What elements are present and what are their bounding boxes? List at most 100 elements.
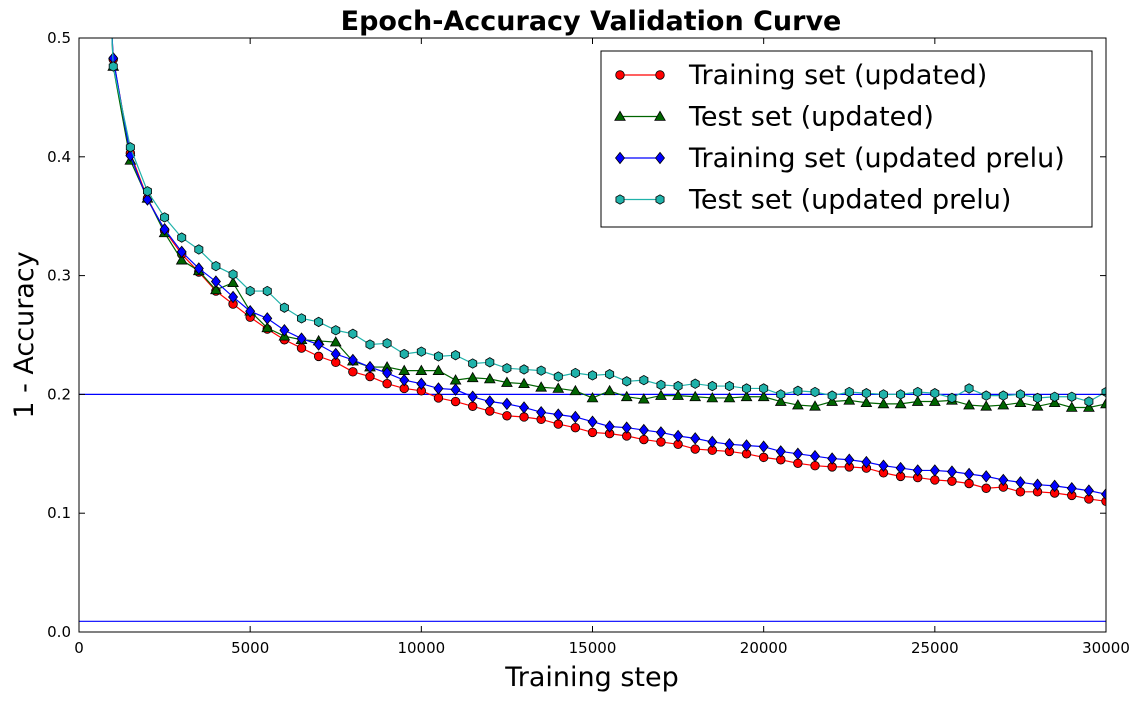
data-point — [930, 475, 940, 485]
data-point — [570, 367, 580, 379]
data-point — [981, 390, 991, 401]
data-point — [483, 372, 496, 384]
data-point — [758, 452, 769, 463]
legend-entry: Test set (updated prelu) — [615, 185, 1011, 216]
data-point — [690, 432, 701, 445]
data-point — [348, 367, 358, 377]
data-point — [963, 399, 975, 410]
data-point — [1032, 478, 1043, 491]
data-point — [844, 453, 855, 466]
data-point — [792, 447, 803, 461]
data-point — [245, 285, 255, 297]
data-point — [878, 459, 889, 472]
data-point — [860, 396, 873, 408]
y-tick-label: 0.1 — [47, 504, 71, 522]
data-point — [519, 401, 530, 414]
data-point — [467, 401, 478, 411]
data-point — [655, 426, 666, 439]
data-point — [1065, 401, 1078, 412]
data-point — [587, 427, 598, 438]
data-point — [586, 391, 599, 403]
data-point — [843, 394, 856, 405]
data-point — [519, 364, 529, 375]
data-point — [913, 386, 923, 398]
data-point — [964, 478, 974, 489]
data-point — [193, 262, 204, 275]
data-point — [587, 415, 598, 428]
data-point — [433, 382, 444, 395]
y-axis-label: 1 - Accuracy — [9, 251, 40, 418]
data-point — [210, 275, 221, 288]
data-point — [655, 389, 667, 400]
series-2 — [107, 38, 1106, 412]
data-point — [639, 434, 649, 445]
x-tick-label: 25000 — [911, 639, 959, 657]
data-point — [262, 285, 272, 297]
data-point — [844, 386, 854, 398]
legend-marker — [655, 194, 665, 205]
data-point — [1015, 476, 1026, 489]
data-point — [519, 412, 529, 422]
data-point — [194, 244, 204, 255]
data-point — [724, 438, 735, 451]
legend-marker — [614, 110, 626, 121]
data-point — [774, 395, 787, 406]
data-point — [501, 397, 512, 411]
data-point — [861, 388, 871, 399]
data-point — [603, 384, 616, 396]
data-point — [569, 384, 582, 396]
data-point — [331, 325, 341, 336]
data-point — [347, 353, 358, 367]
series-3 — [108, 38, 1106, 501]
data-point — [502, 411, 512, 421]
legend-marker — [615, 151, 625, 165]
data-point — [365, 371, 375, 382]
data-point — [964, 467, 975, 481]
x-tick-label: 0 — [74, 639, 84, 657]
data-point — [279, 324, 290, 337]
data-point — [382, 379, 392, 389]
data-point — [775, 445, 786, 458]
y-tick-label: 0.4 — [47, 148, 71, 166]
data-point — [1101, 487, 1106, 501]
data-point — [1049, 479, 1060, 493]
data-point — [690, 444, 700, 454]
data-point — [656, 379, 666, 391]
data-point — [930, 388, 940, 399]
legend-marker — [615, 194, 625, 205]
data-point — [365, 339, 375, 350]
data-point — [929, 464, 940, 477]
data-point — [416, 377, 427, 390]
data-point — [570, 422, 581, 433]
data-point — [1050, 391, 1060, 402]
data-point — [981, 483, 991, 493]
data-point — [1083, 484, 1094, 497]
data-point — [980, 400, 993, 411]
data-point — [502, 363, 512, 374]
data-point — [896, 389, 906, 400]
data-point — [861, 455, 872, 469]
legend-label: Training set (updated prelu) — [688, 143, 1065, 174]
data-point — [947, 476, 957, 486]
data-point — [552, 382, 565, 393]
data-point — [997, 399, 1010, 410]
data-point — [879, 389, 888, 400]
data-point — [964, 383, 974, 394]
data-point — [911, 395, 924, 406]
x-tick-label: 15000 — [569, 639, 617, 657]
data-point — [160, 212, 170, 223]
data-point — [485, 406, 495, 416]
data-point — [810, 460, 820, 471]
data-point — [757, 390, 770, 402]
data-point — [348, 328, 358, 339]
data-point — [724, 380, 734, 392]
data-point — [895, 461, 906, 475]
legend-marker — [654, 110, 666, 121]
legend-label: Test set (updated) — [688, 102, 934, 133]
data-point — [827, 390, 837, 401]
data-point — [227, 276, 239, 288]
data-point — [637, 393, 650, 404]
data-point — [297, 313, 306, 324]
y-tick-label: 0.3 — [47, 267, 71, 285]
